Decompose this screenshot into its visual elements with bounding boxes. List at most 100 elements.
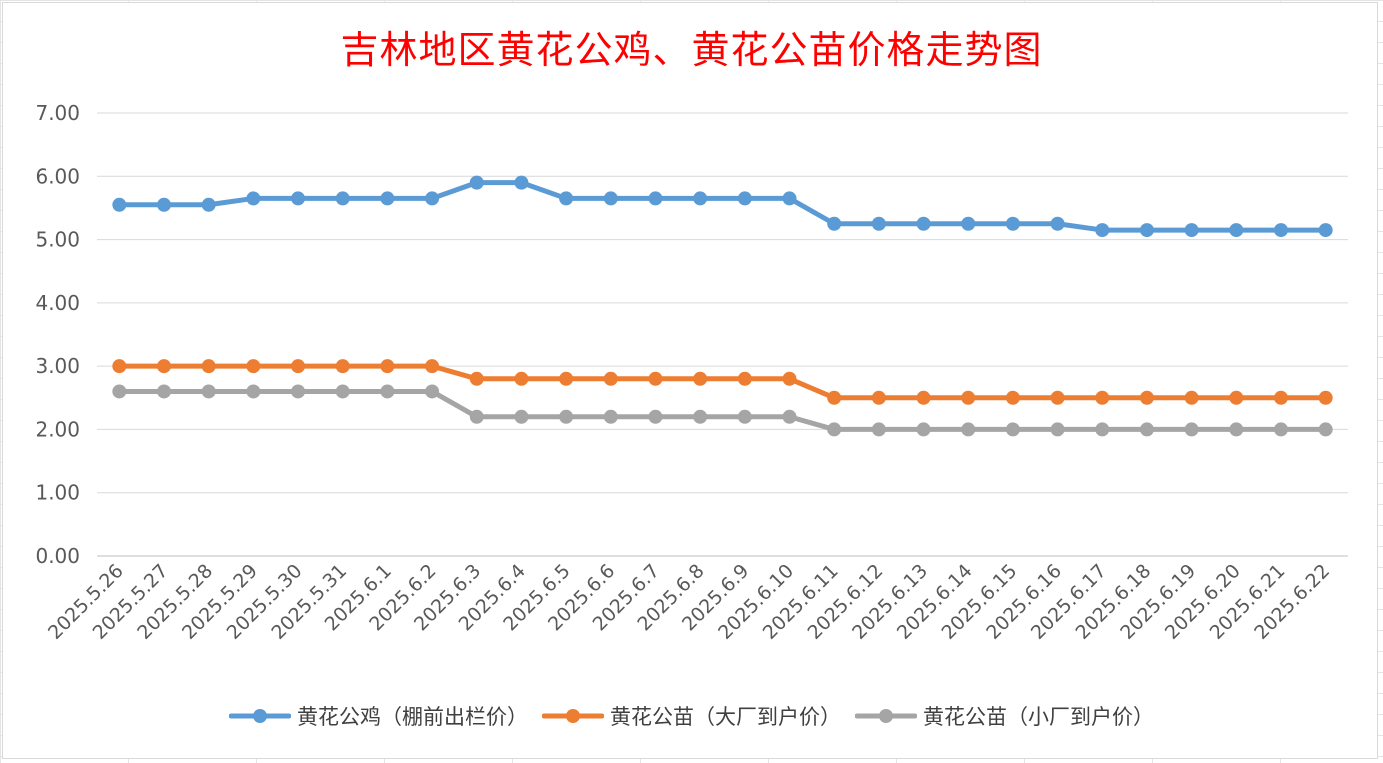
data-point [827, 390, 842, 405]
data-point [827, 216, 842, 231]
data-point [1273, 422, 1288, 437]
data-point [603, 191, 618, 206]
y-tick-label: 5.00 [35, 228, 80, 252]
data-point [514, 409, 529, 424]
data-point [1095, 390, 1110, 405]
data-point [1050, 216, 1065, 231]
data-point [1318, 390, 1333, 405]
legend-label: 黄花公苗（大厂到户价） [610, 705, 841, 729]
data-point [782, 191, 797, 206]
data-point [961, 216, 976, 231]
data-point [1229, 223, 1244, 238]
data-point [112, 359, 127, 374]
data-point [425, 384, 440, 399]
data-point [1273, 390, 1288, 405]
data-point [737, 409, 752, 424]
data-point [514, 175, 529, 190]
legend-item: 黄花公鸡（棚前出栏价） [229, 701, 528, 731]
data-point [559, 191, 574, 206]
data-point [291, 359, 306, 374]
data-point [246, 359, 261, 374]
data-point [157, 197, 172, 212]
data-point [782, 409, 797, 424]
data-point [782, 371, 797, 386]
data-point [335, 384, 350, 399]
data-point [603, 409, 618, 424]
y-tick-label: 0.00 [35, 544, 80, 568]
data-point [246, 191, 261, 206]
legend-item: 黄花公苗（大厂到户价） [542, 701, 841, 731]
data-point [648, 371, 663, 386]
data-point [469, 409, 484, 424]
chart-title: 吉林地区黄花公鸡、黄花公苗价格走势图 [340, 28, 1043, 72]
data-point [1184, 390, 1199, 405]
data-point [201, 384, 216, 399]
data-point [201, 197, 216, 212]
series-line [116, 180, 1329, 233]
data-point [157, 384, 172, 399]
data-point [1229, 390, 1244, 405]
data-point [1229, 422, 1244, 437]
y-tick-label: 7.00 [35, 101, 80, 125]
y-tick-label: 1.00 [35, 481, 80, 505]
data-point [871, 422, 886, 437]
data-point [559, 409, 574, 424]
data-point [380, 359, 395, 374]
data-point [648, 409, 663, 424]
data-point [961, 390, 976, 405]
data-point [1005, 216, 1020, 231]
data-point [737, 191, 752, 206]
data-point [1318, 223, 1333, 238]
y-tick-label: 4.00 [35, 291, 80, 315]
data-point [693, 191, 708, 206]
data-point [1095, 422, 1110, 437]
data-point [559, 371, 574, 386]
legend-swatch [855, 709, 917, 723]
data-point [291, 191, 306, 206]
data-point [201, 359, 216, 374]
legend-item: 黄花公苗（小厂到户价） [855, 701, 1154, 731]
data-point [469, 175, 484, 190]
data-point [157, 359, 172, 374]
legend-label: 黄花公苗（小厂到户价） [923, 705, 1154, 729]
data-point [916, 422, 931, 437]
data-point [961, 422, 976, 437]
data-point [380, 191, 395, 206]
data-point [1005, 390, 1020, 405]
y-tick-label: 3.00 [35, 354, 80, 378]
data-point [871, 216, 886, 231]
data-point [469, 371, 484, 386]
y-tick-label: 6.00 [35, 164, 80, 188]
data-point [246, 384, 261, 399]
data-point [871, 390, 886, 405]
legend-swatch [229, 709, 291, 723]
legend-swatch [542, 709, 604, 723]
data-point [1005, 422, 1020, 437]
data-point [916, 216, 931, 231]
data-point [1318, 422, 1333, 437]
legend: 黄花公鸡（棚前出栏价） 黄花公苗（大厂到户价） 黄花公苗（小厂到户价） [0, 700, 1383, 732]
data-point [648, 191, 663, 206]
data-point [1184, 422, 1199, 437]
data-point [335, 359, 350, 374]
series-line [116, 388, 1329, 432]
data-point [291, 384, 306, 399]
data-point [514, 371, 529, 386]
data-point [1050, 390, 1065, 405]
data-point [112, 197, 127, 212]
data-point [1139, 390, 1154, 405]
data-point [425, 359, 440, 374]
data-point [1095, 223, 1110, 238]
data-point [693, 371, 708, 386]
data-point [1139, 223, 1154, 238]
series-line [116, 363, 1329, 401]
data-point [112, 384, 127, 399]
data-point [1273, 223, 1288, 238]
data-point [827, 422, 842, 437]
legend-label: 黄花公鸡（棚前出栏价） [297, 705, 528, 729]
data-point [425, 191, 440, 206]
data-point [380, 384, 395, 399]
data-point [1139, 422, 1154, 437]
y-tick-label: 2.00 [35, 417, 80, 441]
